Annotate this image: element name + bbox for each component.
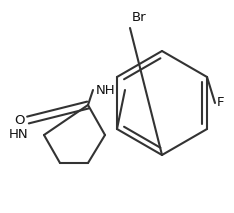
Text: HN: HN [8,128,28,141]
Text: O: O [15,114,25,127]
Text: NH: NH [95,83,115,96]
Text: F: F [217,96,224,109]
Text: Br: Br [132,11,147,24]
